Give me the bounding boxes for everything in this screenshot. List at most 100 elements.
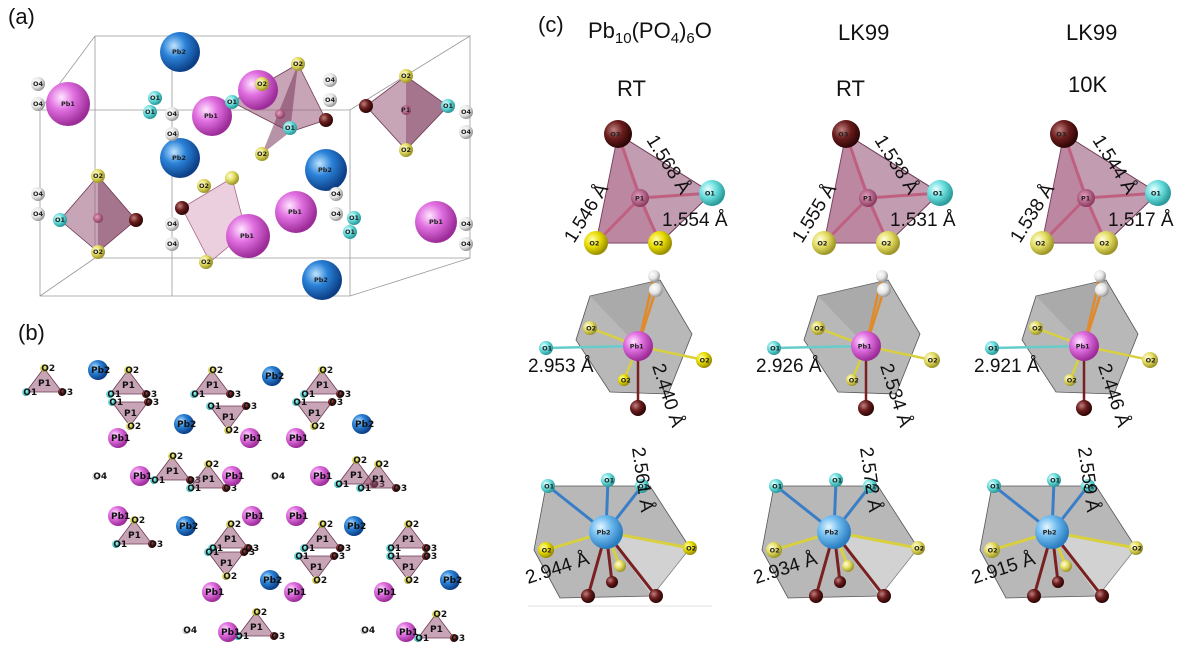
atom-pb2 — [817, 515, 851, 549]
atom-label: Pb2 — [347, 522, 366, 532]
svg-text:O4: O4 — [167, 220, 178, 228]
atom-o3 — [581, 589, 595, 603]
atom-o2 — [226, 520, 234, 528]
atom-label: P1 — [128, 531, 141, 541]
atom-label: O2 — [223, 572, 237, 582]
atom-o3 — [1050, 120, 1078, 148]
atom-label: O1 — [1084, 483, 1095, 491]
atom-label: P1 — [202, 475, 215, 485]
atom-label: O2 — [225, 426, 239, 436]
atom-o1 — [1145, 180, 1171, 206]
atom-label: O1 — [335, 480, 349, 490]
atom-pb1 — [202, 582, 222, 602]
panel-b-label: (b) — [18, 320, 45, 345]
atom-label: O3 — [329, 398, 343, 408]
panel-c-label: (c) — [538, 12, 564, 37]
atom-label: O1 — [187, 484, 201, 494]
atom-label: O3 — [838, 131, 848, 139]
atom-o1 — [204, 548, 212, 556]
svg-text:O2: O2 — [199, 182, 209, 190]
svg-text:O2: O2 — [401, 72, 411, 80]
bond-length-pb1-o1: 2.921 Å — [974, 356, 1040, 377]
atom-o2 — [252, 608, 260, 616]
atom-label: Pb2 — [1043, 529, 1057, 537]
atom-o2 — [224, 426, 232, 434]
atom-o1 — [1047, 473, 1061, 487]
atom-pb1 — [284, 582, 304, 602]
atom-o4 — [1095, 283, 1109, 297]
atom-o3 — [270, 632, 278, 640]
atom-label: O3 — [337, 390, 351, 400]
atom-label: P1 — [430, 625, 443, 635]
atom-o2 — [766, 542, 782, 558]
atom-label: O2 — [127, 422, 141, 432]
atom-label: Pb1 — [858, 343, 872, 351]
atom-label: O2 — [1146, 357, 1156, 365]
atom-pb2 — [1035, 515, 1069, 549]
atom-o2 — [432, 610, 440, 618]
po4-tetrahedron — [207, 551, 245, 577]
atom-o2 — [1094, 231, 1118, 255]
atom-label: O3 — [143, 390, 157, 400]
atom-label: O1 — [109, 398, 123, 408]
atom-label: P1 — [402, 563, 415, 573]
atom-o1 — [334, 480, 342, 488]
atom-label: P1 — [310, 563, 323, 573]
atom-pb1 — [1069, 331, 1099, 361]
atom-label: O2 — [205, 460, 219, 470]
atom-label: P1 — [350, 471, 363, 481]
svg-text:O4: O4 — [461, 128, 472, 136]
svg-text:O1: O1 — [285, 124, 296, 132]
atom-label: O1 — [209, 544, 223, 554]
svg-text:P1: P1 — [401, 106, 411, 114]
atom-o3 — [604, 120, 632, 148]
po4-tetrahedron — [211, 523, 249, 549]
po4-tetrahedron — [25, 367, 63, 393]
atom-label: P1 — [250, 623, 263, 633]
po4-tetrahedron — [389, 523, 427, 549]
atom-label: O1 — [107, 390, 121, 400]
atom-o3 — [144, 398, 152, 406]
atom-pb2 — [352, 414, 372, 434]
atom-label: O1 — [113, 540, 127, 550]
atom-o2 — [696, 352, 712, 368]
atom-o2 — [614, 560, 626, 572]
atom-o3 — [226, 390, 234, 398]
atom-label: O2 — [988, 547, 998, 555]
atom-label: O1 — [387, 544, 401, 554]
atoms-panel-a: Pb2 Pb1 Pb1 Pb2 Pb2 Pb1 Pb1 Pb1 Pb2 O2 O… — [31, 32, 473, 300]
po4-tetrahedron — [303, 523, 341, 549]
atom-o3 — [1027, 589, 1041, 603]
column-2-name: LK99 — [838, 20, 889, 45]
po4-tetrahedron — [111, 401, 149, 427]
po4-tetrahedron — [193, 369, 231, 395]
atom-pb1 — [396, 622, 416, 642]
panel-c: (c) Pb10(PO4)6O RT LK99 RT LK99 10K P1 O3… — [523, 12, 1174, 607]
atom-o1 — [863, 479, 877, 493]
atom-label: Pb1 — [204, 112, 218, 120]
atom-label: O2 — [253, 608, 267, 618]
atom-o4 — [92, 472, 100, 480]
atom-o2 — [168, 452, 176, 460]
atom-o2 — [312, 576, 320, 584]
atom-p1 — [1077, 189, 1095, 207]
atom-pb1 — [226, 214, 270, 258]
atom-label: P1 — [863, 195, 873, 203]
atom-o2 — [648, 231, 672, 255]
po4-tetrahedron — [115, 519, 153, 545]
atom-label: O2 — [227, 520, 241, 530]
atom-o1 — [108, 398, 116, 406]
atom-label: O2 — [311, 422, 325, 432]
atom-o1 — [769, 479, 783, 493]
atom-label: O1 — [23, 388, 37, 398]
atom-label: Pb2 — [172, 48, 186, 56]
atom-o1 — [300, 544, 308, 552]
atom-o3 — [877, 589, 891, 603]
atom-label: O3 — [331, 552, 345, 562]
atom-o1 — [186, 484, 194, 492]
atom-label: O1 — [933, 190, 944, 198]
atom-label: O2 — [41, 364, 55, 374]
atom-label: O3 — [227, 390, 241, 400]
atom-label: Pb2 — [265, 372, 284, 382]
atom-o3 — [336, 390, 344, 398]
